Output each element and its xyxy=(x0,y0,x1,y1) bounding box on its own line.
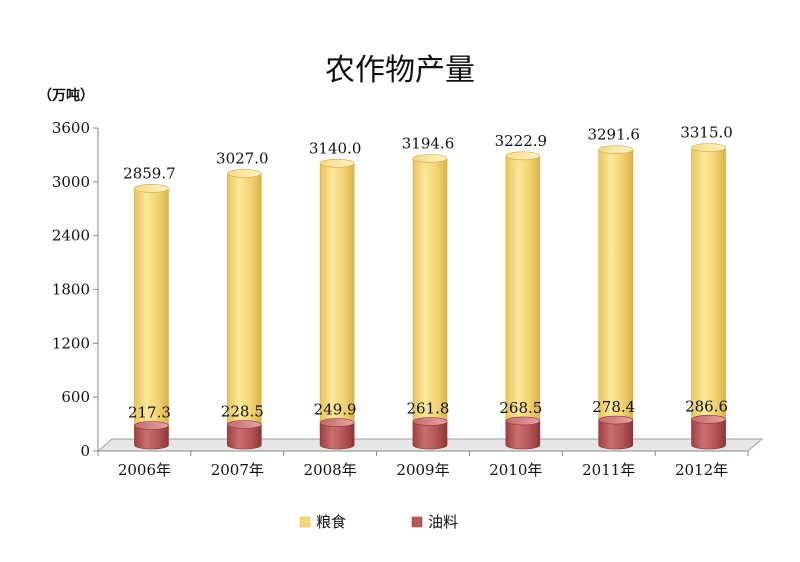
bar-grain-top xyxy=(226,169,262,178)
data-label-grain: 3194.6 xyxy=(402,134,455,152)
bar-grain-top xyxy=(691,143,726,152)
legend-swatch-grain xyxy=(299,516,311,528)
bar-oil-body xyxy=(691,418,726,450)
data-labels: 2859.7 217.3 3027.0 228.5 3140.0 249.9 3194.6 2… xyxy=(123,124,733,422)
bar-oil xyxy=(226,420,262,450)
bar-oil-body xyxy=(319,422,355,450)
y-tick-label: 1800 xyxy=(52,281,90,299)
bar-oil-body xyxy=(598,419,634,450)
chart-title: 农作物产量 xyxy=(325,53,475,88)
x-tick-label: 2008年 xyxy=(304,461,357,479)
bar-grain-top xyxy=(412,154,448,163)
bar-oil-top xyxy=(319,418,355,427)
data-label-grain: 3027.0 xyxy=(216,149,269,167)
legend-label-oil: 油料 xyxy=(428,513,458,531)
x-tick-label: 2012年 xyxy=(675,461,728,479)
data-label-oil: 217.3 xyxy=(128,404,171,422)
legend: 粮食 油料 xyxy=(299,513,458,531)
data-label-oil: 268.5 xyxy=(499,399,542,417)
y-axis-unit: （万吨） xyxy=(38,87,94,104)
data-label-grain: 3222.9 xyxy=(495,132,548,150)
bar-oil xyxy=(598,415,634,450)
y-tick-label: 3000 xyxy=(52,173,90,191)
x-tick-label: 2010年 xyxy=(489,461,542,479)
bar-oil-body xyxy=(505,420,541,450)
bar-oil xyxy=(134,421,169,450)
bar-oil-body xyxy=(226,424,262,450)
bar-oil xyxy=(412,417,448,450)
data-label-oil: 249.9 xyxy=(314,401,357,419)
y-tick-label: 600 xyxy=(61,388,90,406)
y-tick-label: 1200 xyxy=(52,334,90,352)
x-tick-label: 2007年 xyxy=(211,461,264,479)
legend-swatch-oil xyxy=(411,516,423,528)
bar-oil-body xyxy=(412,421,448,450)
bar-grain-top xyxy=(598,145,634,154)
data-label-oil: 286.6 xyxy=(685,397,728,415)
bar-grain-top xyxy=(134,184,169,193)
bar-oil xyxy=(319,418,355,450)
y-axis: 0 600 1200 1800 2400 3000 3600 xyxy=(52,119,99,460)
data-label-oil: 261.8 xyxy=(407,400,450,418)
bar-oil-top xyxy=(505,416,541,426)
y-tick-label: 3600 xyxy=(52,119,90,137)
bar-oil-top xyxy=(598,415,634,425)
x-tick-label: 2011年 xyxy=(582,461,635,479)
data-label-oil: 278.4 xyxy=(592,398,635,416)
data-label-grain: 3291.6 xyxy=(587,126,640,144)
bars xyxy=(134,143,726,450)
legend-label-grain: 粮食 xyxy=(316,513,346,531)
y-tick-label: 0 xyxy=(80,442,90,460)
bar-oil xyxy=(691,414,726,450)
bar-oil xyxy=(505,416,541,450)
bar-grain-top xyxy=(505,151,541,161)
data-label-grain: 3140.0 xyxy=(309,139,362,157)
y-tick-label: 2400 xyxy=(52,227,90,245)
bar-oil-body xyxy=(134,425,169,450)
x-tick-label: 2006年 xyxy=(118,461,171,479)
data-label-grain: 2859.7 xyxy=(123,164,176,182)
bar-grain-top xyxy=(319,158,355,168)
x-axis-labels: 2006年 2007年 2008年 2009年 2010年 2011年 2012年 xyxy=(97,451,749,479)
bar-grain xyxy=(691,143,726,450)
data-label-grain: 3315.0 xyxy=(680,124,733,142)
bar-oil-top xyxy=(134,421,169,430)
bar-oil-top xyxy=(412,417,448,426)
data-label-oil: 228.5 xyxy=(221,402,264,420)
bar-oil-top xyxy=(226,420,262,429)
x-tick-label: 2009年 xyxy=(396,461,449,479)
bar-grain xyxy=(505,151,541,450)
bar-oil-top xyxy=(691,414,726,424)
